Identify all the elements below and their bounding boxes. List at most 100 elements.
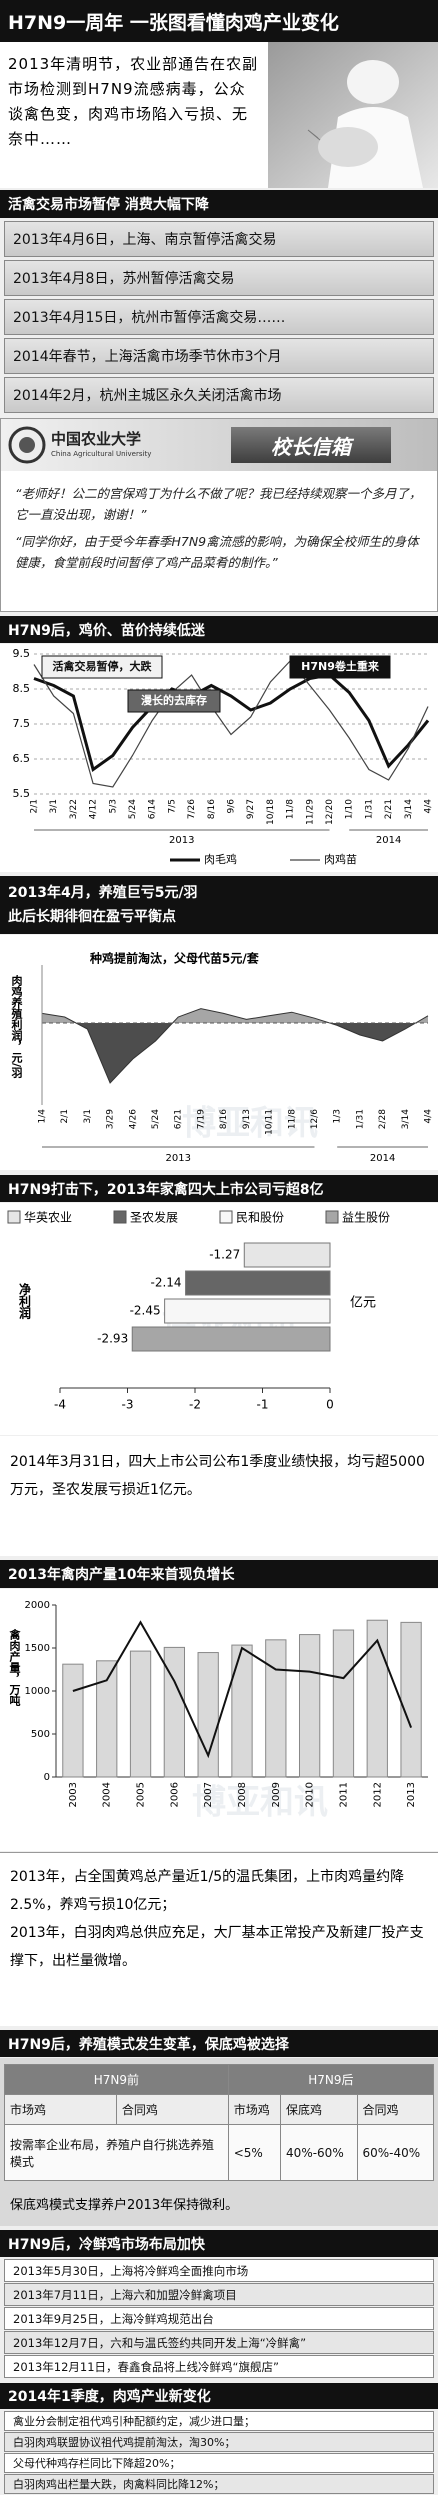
intro: 2013年清明节，农业部通告在农副市场检测到H7N9流感病毒，公众谈禽色变，肉鸡… bbox=[0, 42, 438, 188]
x-tick-label: 7/19 bbox=[196, 1109, 206, 1129]
annotation: 活禽交易暂停，大跌 bbox=[53, 659, 153, 673]
x-tick-label: 9/13 bbox=[242, 1109, 252, 1129]
x-tick-label: -4 bbox=[54, 1398, 66, 1412]
line bbox=[33, 660, 429, 788]
x-tick-label: 7/5 bbox=[167, 799, 177, 813]
table-column: 市场鸡 bbox=[4, 2094, 117, 2125]
x-tick-label: 2/1 bbox=[30, 799, 40, 813]
letter: 中国农业大学 China Agricultural University 校长信… bbox=[0, 418, 438, 612]
x-tick-label: 3/14 bbox=[401, 1109, 411, 1129]
chart-title: 2013年4月，养殖巨亏5元/羽 bbox=[8, 885, 198, 901]
annotation-box bbox=[127, 689, 221, 713]
annotation-box bbox=[289, 655, 391, 679]
legend-label: 肉鸡苗 bbox=[324, 852, 357, 866]
x-tick-label: 2/1 bbox=[60, 1109, 70, 1123]
bar bbox=[164, 1298, 331, 1324]
legend-swatch bbox=[325, 1210, 339, 1224]
data-label: -2.45 bbox=[130, 1304, 161, 1318]
chart-subtitle: 此后长期徘徊在盈亏平衡点 bbox=[8, 909, 176, 925]
x-tick-label: 2010 bbox=[305, 1782, 316, 1807]
x-tick-label: 2/21 bbox=[384, 799, 394, 819]
section-title: 2014年1季度，肉鸡产业新变化 bbox=[0, 2383, 438, 2409]
year-label: 2014 bbox=[376, 835, 401, 846]
x-tick-label: 1/3 bbox=[333, 1109, 343, 1123]
legend-label: 圣农发展 bbox=[130, 1210, 178, 1225]
line bbox=[41, 1008, 429, 1084]
table-cell: <5% bbox=[227, 2124, 282, 2181]
area bbox=[42, 1008, 428, 1083]
legend-label: 肉毛鸡 bbox=[204, 852, 237, 866]
x-tick-label: 9/6 bbox=[227, 799, 237, 814]
intro-text: 2013年清明节，农业部通告在农副市场检测到H7N9流感病毒，公众谈禽色变，肉鸡… bbox=[8, 55, 259, 148]
legend-label: 华英农业 bbox=[24, 1211, 72, 1225]
x-tick-label: 3/1 bbox=[83, 1109, 93, 1123]
x-tick-label: 3/14 bbox=[404, 799, 414, 819]
year-label: 2014 bbox=[370, 1153, 395, 1164]
bar bbox=[265, 1639, 287, 1778]
section-title: 活禽交易市场暂停 消费大幅下降 bbox=[0, 190, 438, 218]
data-label: -2.93 bbox=[97, 1332, 128, 1346]
table-cell: 按需率企业布局，养殖户自行挑选养殖模式 bbox=[4, 2124, 229, 2181]
note: 2013年，占全国黄鸡总产量近1/5的温氏集团，上市肉鸡量约降2.5%，养鸡亏损… bbox=[10, 1869, 405, 1913]
x-tick-label: 10/11 bbox=[265, 1109, 275, 1135]
legend-swatch bbox=[113, 1210, 127, 1224]
x-tick-label: 2005 bbox=[136, 1782, 147, 1807]
x-tick-label: 0 bbox=[326, 1398, 334, 1412]
x-tick-label: 5/24 bbox=[128, 799, 138, 819]
x-tick-label: 3/1 bbox=[49, 799, 59, 813]
bar bbox=[185, 1270, 331, 1296]
table-column: 合同鸡 bbox=[115, 2094, 229, 2125]
notes: 2013年，占全国黄鸡总产量近1/5的温氏集团，上市肉鸡量约降2.5%，养鸡亏损… bbox=[0, 1852, 438, 2026]
legend-label: 益生股份 bbox=[342, 1211, 390, 1225]
x-tick-label: 2003 bbox=[68, 1782, 79, 1807]
bar bbox=[163, 1646, 186, 1778]
x-tick-label: 4/4 bbox=[424, 1109, 434, 1124]
table-note: 保底鸡模式支撑养户2013年保持微利。 bbox=[10, 2198, 239, 2213]
x-tick-label: 12/6 bbox=[310, 1109, 320, 1129]
legend-label: 民和股份 bbox=[236, 1211, 284, 1225]
x-tick-label: -3 bbox=[122, 1398, 134, 1412]
x-tick-label: 2006 bbox=[169, 1782, 180, 1807]
chart: 5.5 6.5 7.5 8.5 9.5 2/1 3/1 3/22 4/12 5/3 5/24 6/14… bbox=[0, 644, 438, 872]
watermark: 博亚和讯 bbox=[192, 1783, 328, 1823]
y-tick-label: 500 bbox=[31, 1729, 50, 1740]
x-tick-label: 10/18 bbox=[266, 799, 276, 825]
x-tick-label: 2004 bbox=[102, 1782, 113, 1807]
section-title: H7N9打击下，2013年家禽四大上市公司亏超8亿 bbox=[0, 1175, 438, 1202]
y-tick-label: 7.5 bbox=[13, 717, 31, 730]
legend-swatch bbox=[219, 1210, 233, 1224]
x-tick-label: 2013 bbox=[406, 1782, 417, 1807]
list-item: 2013年9月25日，上海冷鲜鸡规范出台 bbox=[4, 2307, 434, 2330]
y-tick-label: 1500 bbox=[25, 1643, 50, 1654]
data-label: -1.27 bbox=[209, 1248, 240, 1262]
x-tick-label: 4/12 bbox=[89, 799, 99, 819]
bar bbox=[131, 1326, 331, 1352]
x-tick-label: 2012 bbox=[372, 1782, 383, 1807]
x-tick-label: 3/29 bbox=[106, 1109, 116, 1129]
x-tick-label: 8/16 bbox=[207, 799, 217, 819]
annotation: 种鸡提前淘汰，父母代苗5元/套 bbox=[89, 951, 260, 966]
y-tick-label: 8.5 bbox=[13, 682, 31, 695]
x-tick-label: 6/14 bbox=[148, 799, 158, 819]
bar bbox=[129, 1650, 152, 1778]
y-tick-label: 9.5 bbox=[13, 647, 31, 660]
year-label: 2013 bbox=[166, 1153, 191, 1164]
university: 中国农业大学 bbox=[51, 430, 142, 448]
x-tick-label: 8/16 bbox=[219, 1109, 229, 1129]
x-tick-label: 12/20 bbox=[325, 799, 335, 825]
university-en: China Agricultural University bbox=[51, 450, 152, 458]
annotation: 漫长的去库存 bbox=[141, 693, 207, 707]
section-title: 2013年4月，养殖巨亏5元/羽 此后长期徘徊在盈亏平衡点 bbox=[0, 876, 438, 934]
model-table-box: H7N9前 H7N9后 市场鸡 合同鸡 市场鸡 保底鸡 合同鸡 按需率企业布局，… bbox=[0, 2058, 438, 2226]
x-tick-label: 11/8 bbox=[286, 799, 296, 819]
list-item: 2013年4月6日，上海、南京暂停活禽交易 bbox=[4, 221, 434, 257]
model-table: H7N9前 H7N9后 市场鸡 合同鸡 市场鸡 保底鸡 合同鸡 按需率企业布局，… bbox=[4, 2064, 435, 2181]
x-tick-label: 2007 bbox=[203, 1782, 214, 1807]
chart: 博亚和讯 禽肉产量，万吨 0 500 1000 1500 2000 2003 2004 2005 2… bbox=[0, 1589, 438, 1851]
table-cell: 40%-60% bbox=[280, 2124, 358, 2181]
bar bbox=[197, 1652, 219, 1778]
x-tick-label: 2011 bbox=[338, 1782, 349, 1807]
x-unit: 亿元 bbox=[350, 1296, 376, 1311]
y-tick-label: 2000 bbox=[25, 1600, 50, 1611]
x-tick-label: 1/4 bbox=[38, 1109, 48, 1124]
